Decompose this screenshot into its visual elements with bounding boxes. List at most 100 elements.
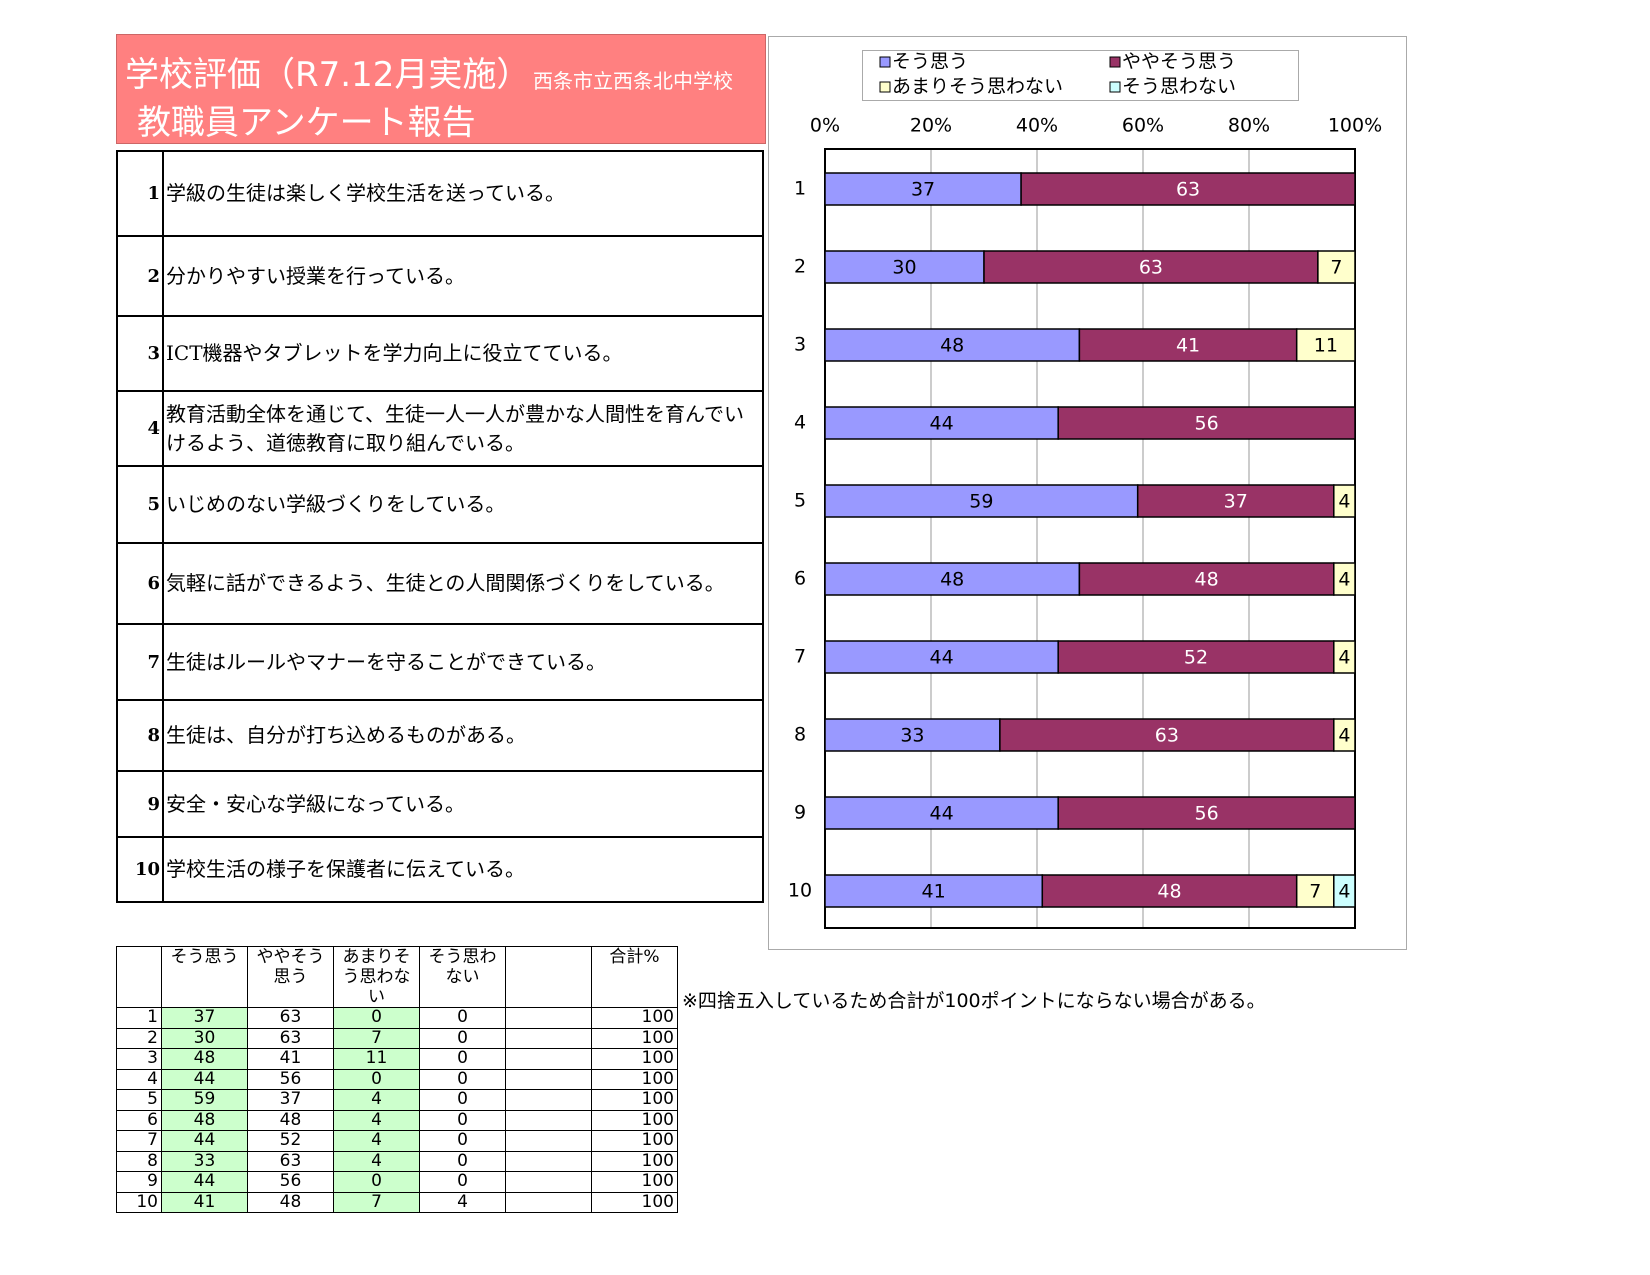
header-row: そう思う ややそう思う あまりそう思わない そう思わない 合計% (116, 946, 678, 1008)
table-cell: 48 (247, 1191, 334, 1213)
blank-cell (505, 1007, 592, 1029)
value-label: 4 (1338, 647, 1350, 669)
value-label: 52 (1184, 647, 1208, 669)
question-number: 1 (116, 150, 164, 237)
question-row: 10 学校生活の様子を保護者に伝えている。 (116, 836, 764, 903)
table-cell: 63 (247, 1027, 334, 1049)
y-tick-label: 1 (794, 178, 806, 200)
y-tick-label: 10 (788, 880, 812, 902)
question-text: 気軽に話ができるよう、生徒との人間関係づくりをしている。 (162, 542, 764, 625)
y-tick-label: 9 (794, 802, 806, 824)
bar-segment (1295, 328, 1356, 362)
data-row: 2 30 63 7 0 100 (116, 1027, 678, 1049)
table-cell: 9 (116, 1171, 162, 1193)
bar-segment (1333, 640, 1356, 674)
question-text: 生徒はルールやマナーを守ることができている。 (162, 623, 764, 701)
y-tick-label: 5 (794, 490, 806, 512)
data-row: 5 59 37 4 0 100 (116, 1089, 678, 1111)
table-cell: 4 (116, 1068, 162, 1090)
y-tick-label: 6 (794, 568, 806, 590)
bar-segment (1136, 484, 1335, 518)
table-cell: 56 (247, 1171, 334, 1193)
question-number: 3 (116, 315, 164, 392)
value-label: 4 (1338, 569, 1350, 591)
question-number: 8 (116, 699, 164, 772)
legend-label: ややそう思う (1122, 51, 1236, 73)
question-text: 学校生活の様子を保護者に伝えている。 (162, 836, 764, 903)
value-label: 37 (911, 179, 935, 201)
value-label: 11 (1314, 335, 1338, 357)
column-header: あまりそう思わない (333, 946, 420, 1008)
x-tick-label: 100% (1328, 115, 1382, 137)
table-cell: 1 (116, 1007, 162, 1029)
x-tick-label: 80% (1228, 115, 1270, 137)
question-number: 10 (116, 836, 164, 903)
value-label: 44 (930, 647, 954, 669)
value-label: 37 (1224, 491, 1248, 513)
bar-segment (824, 718, 1001, 752)
bar-segment (1057, 796, 1356, 830)
blank-cell (505, 946, 592, 1008)
table-cell: 100 (591, 1007, 678, 1029)
data-row: 9 44 56 0 0 100 (116, 1171, 678, 1193)
table-cell: 41 (161, 1191, 248, 1213)
table-cell: 4 (333, 1130, 420, 1152)
legend-label: あまりそう思わない (892, 76, 1063, 98)
question-row: 2 分かりやすい授業を行っている。 (116, 235, 764, 317)
table-cell: 0 (333, 1007, 420, 1029)
table-cell: 7 (333, 1027, 420, 1049)
table-cell: 48 (247, 1109, 334, 1131)
question-text: 学級の生徒は楽しく学校生活を送っている。 (162, 150, 764, 237)
table-cell: 100 (591, 1089, 678, 1111)
x-tick-label: 60% (1122, 115, 1164, 137)
data-row: 6 48 48 4 0 100 (116, 1109, 678, 1131)
value-label: 7 (1330, 257, 1342, 279)
value-label: 7 (1309, 881, 1321, 903)
question-text: いじめのない学級づくりをしている。 (162, 465, 764, 544)
blank-cell (505, 1191, 592, 1213)
bar-segment (824, 406, 1059, 440)
table-cell: 59 (161, 1089, 248, 1111)
question-text: 分かりやすい授業を行っている。 (162, 235, 764, 317)
y-tick-label: 7 (794, 646, 806, 668)
table-cell: 4 (333, 1150, 420, 1172)
bar-segment (824, 874, 1044, 908)
bar-segment (1057, 406, 1356, 440)
bar-segment (824, 484, 1139, 518)
value-label: 56 (1195, 803, 1219, 825)
value-label: 44 (930, 413, 954, 435)
value-label: 4 (1338, 491, 1350, 513)
question-text: 生徒は、自分が打ち込めるものがある。 (162, 699, 764, 772)
table-cell: 63 (247, 1150, 334, 1172)
data-row: 10 41 48 7 4 100 (116, 1191, 678, 1213)
table-cell: 0 (419, 1048, 506, 1070)
school: 西条市立西条北中学校 (533, 69, 733, 93)
question-row: 7 生徒はルールやマナーを守ることができている。 (116, 623, 764, 701)
question-number: 9 (116, 770, 164, 838)
legend-frame (862, 50, 1299, 101)
question-number: 7 (116, 623, 164, 701)
table-cell: 41 (247, 1048, 334, 1070)
table-cell: 63 (247, 1007, 334, 1029)
table-cell: 0 (419, 1089, 506, 1111)
legend-label: そう思わない (1122, 76, 1236, 98)
table-cell: 0 (333, 1171, 420, 1193)
table-cell: 37 (247, 1089, 334, 1111)
blank-cell (505, 1048, 592, 1070)
table-cell: 8 (116, 1150, 162, 1172)
table-cell: 48 (161, 1048, 248, 1070)
table-cell: 6 (116, 1109, 162, 1131)
x-tick-label: 20% (910, 115, 952, 137)
subtitle: 教職員アンケート報告 (137, 103, 476, 143)
corner-cell (116, 946, 162, 1008)
value-label: 44 (930, 803, 954, 825)
bar-segment (1333, 484, 1356, 518)
title: 学校評価（R7.12月実施） (125, 55, 531, 95)
table-cell: 4 (419, 1191, 506, 1213)
value-label: 48 (940, 335, 964, 357)
table-cell: 7 (116, 1130, 162, 1152)
table-cell: 100 (591, 1130, 678, 1152)
data-row: 8 33 63 4 0 100 (116, 1150, 678, 1172)
question-row: 8 生徒は、自分が打ち込めるものがある。 (116, 699, 764, 772)
